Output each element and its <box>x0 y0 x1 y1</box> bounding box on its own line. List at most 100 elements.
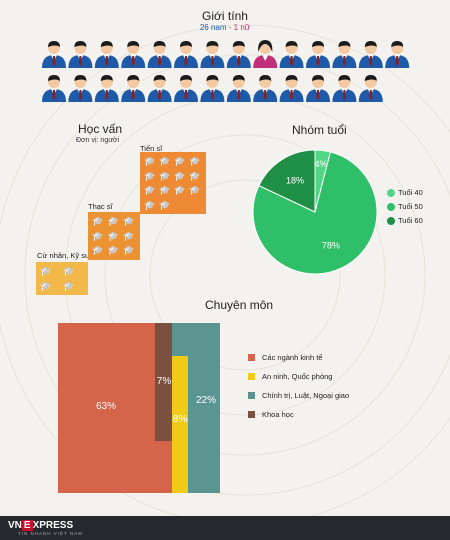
logo-e: E <box>21 520 33 531</box>
female-person-icon <box>253 40 278 68</box>
male-person-icon <box>253 75 278 102</box>
graduation-cap-icon: 🎓 <box>63 266 75 276</box>
male-person-icon <box>358 75 383 102</box>
male-person-icon <box>121 75 146 102</box>
male-person-icon <box>68 41 93 68</box>
legend-dot <box>387 189 395 197</box>
male-person-icon <box>42 75 66 102</box>
male-person-icon <box>94 41 119 68</box>
graduation-cap-icon: 🎓 <box>159 185 171 195</box>
expertise-label: 8% <box>173 414 188 425</box>
expertise-label: 7% <box>157 376 172 387</box>
graduation-cap-icon: 🎓 <box>123 245 135 255</box>
age-title: Nhóm tuổi <box>292 123 347 137</box>
graduation-cap-icon: 🎓 <box>107 245 119 255</box>
graduation-cap-icon: 🎓 <box>159 170 171 181</box>
male-person-icon <box>200 75 225 102</box>
graduation-cap-icon: 🎓 <box>189 156 201 166</box>
expertise-label: 22% <box>196 395 216 406</box>
graduation-cap-icon: 🎓 <box>189 185 201 195</box>
male-person-icon <box>42 41 66 68</box>
bar-chinh-tri-top <box>172 323 188 356</box>
male-person-icon <box>226 41 251 68</box>
male-person-icon <box>332 41 357 68</box>
education-title: Học vấn <box>78 122 123 136</box>
male-person-icon <box>226 75 251 102</box>
graduation-cap-icon: 🎓 <box>92 216 104 226</box>
legend-label: An ninh, Quốc phòng <box>262 372 333 381</box>
age-pie-chart: 4% 78% 18% <box>252 149 378 275</box>
legend-swatch <box>248 411 255 418</box>
male-person-icon <box>385 41 410 68</box>
gender-separator: - <box>226 23 234 32</box>
education-block: 🎓 🎓 🎓 🎓 <box>36 262 88 295</box>
logo-vn: VN <box>8 520 22 531</box>
bar-khoa-hoc <box>155 323 172 441</box>
bar-kinh-te <box>58 323 172 493</box>
logo-xpress: XPRESS <box>32 520 74 531</box>
male-person-icon <box>174 41 198 68</box>
gender-people-icons <box>42 40 410 102</box>
legend-swatch <box>248 373 255 380</box>
pie-label: 18% <box>286 176 304 186</box>
vnexpress-logo: VN E XPRESS <box>8 520 73 531</box>
male-count: 26 nam <box>199 23 227 32</box>
female-count: 1 nữ <box>233 23 251 32</box>
graduation-cap-icon: 🎓 <box>92 230 104 241</box>
education-block: 🎓 🎓 🎓 🎓 🎓 🎓 🎓 🎓 🎓 <box>88 212 140 260</box>
graduation-cap-icon: 🎓 <box>144 185 156 195</box>
graduation-cap-icon: 🎓 <box>174 185 186 195</box>
expertise-label: 63% <box>96 401 116 412</box>
pie-slice <box>258 149 316 213</box>
graduation-cap-icon: 🎓 <box>174 156 186 166</box>
legend-label: Chính trị, Luật, Ngoại giao <box>262 391 350 400</box>
graduation-cap-icon: 🎓 <box>159 199 171 210</box>
male-person-icon <box>358 41 383 68</box>
male-person-icon <box>174 75 198 102</box>
male-person-icon <box>200 41 225 68</box>
pie-slice <box>252 151 378 275</box>
graduation-cap-icon: 🎓 <box>159 156 171 166</box>
graduation-cap-icon: 🎓 <box>107 230 119 241</box>
male-person-icon <box>279 75 304 102</box>
legend-dot <box>387 217 395 225</box>
graduation-cap-icon: 🎓 <box>92 245 104 255</box>
expertise-chart: 63% 7% 8% 22% <box>58 323 220 493</box>
legend-label: Các ngành kinh tế <box>262 353 323 362</box>
expertise-title: Chuyên môn <box>205 298 274 312</box>
edu-label-thac-si: Thạc sĩ <box>88 202 113 211</box>
legend-label: Khoa học <box>262 410 294 419</box>
male-person-icon <box>306 41 330 68</box>
male-person-icon <box>68 75 93 102</box>
legend-label: Tuổi 40 <box>398 188 423 197</box>
legend-label: Tuổi 50 <box>398 202 423 211</box>
graduation-cap-icon: 🎓 <box>144 199 156 210</box>
graduation-cap-icon: 🎓 <box>107 216 119 226</box>
pie-label: 78% <box>322 241 340 251</box>
male-person-icon <box>94 75 119 102</box>
graduation-cap-icon: 🎓 <box>144 170 156 181</box>
edu-label-tien-si: Tiến sĩ <box>140 144 163 153</box>
graduation-cap-icon: 🎓 <box>40 266 52 276</box>
graduation-cap-icon: 🎓 <box>174 170 186 181</box>
footer-bar: VN E XPRESS TIN NHANH VIỆT NAM <box>0 516 450 540</box>
graduation-cap-icon: 🎓 <box>123 216 135 226</box>
education-unit: Đơn vị: người <box>76 137 120 144</box>
logo-tagline: TIN NHANH VIỆT NAM <box>18 531 83 536</box>
graduation-cap-icon: 🎓 <box>63 280 75 291</box>
legend-label: Tuổi 60 <box>398 216 423 225</box>
male-person-icon <box>306 75 330 102</box>
legend-swatch <box>248 392 255 399</box>
legend-dot <box>387 203 395 211</box>
gender-subtitle: 26 nam - 1 nữ <box>0 23 450 32</box>
male-person-icon <box>332 75 357 102</box>
education-block: 🎓 🎓 🎓 🎓 🎓 🎓 🎓 🎓 🎓 🎓 🎓 🎓 🎓 🎓 <box>140 152 206 214</box>
legend-swatch <box>248 354 255 361</box>
graduation-cap-icon: 🎓 <box>123 230 135 241</box>
graduation-cap-icon: 🎓 <box>40 280 52 291</box>
pie-label: 4% <box>315 159 328 169</box>
male-person-icon <box>279 41 304 68</box>
male-person-icon <box>121 41 146 68</box>
graduation-cap-icon: 🎓 <box>189 170 201 181</box>
gender-title: Giới tính <box>202 9 248 23</box>
